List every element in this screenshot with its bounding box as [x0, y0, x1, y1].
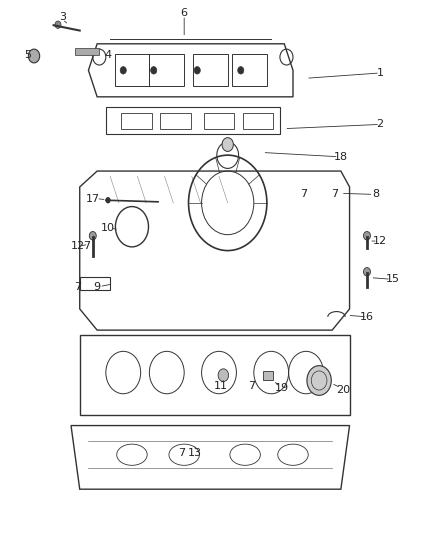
Text: 7: 7	[248, 381, 255, 391]
Circle shape	[218, 369, 229, 382]
Text: 19: 19	[275, 383, 289, 393]
Text: 1: 1	[377, 68, 384, 78]
Text: 17: 17	[86, 193, 100, 204]
Text: 11: 11	[214, 381, 228, 391]
Circle shape	[28, 49, 40, 63]
Text: 20: 20	[336, 384, 350, 394]
Text: 13: 13	[188, 448, 202, 458]
Text: 9: 9	[94, 281, 101, 292]
Text: 7: 7	[331, 189, 338, 199]
Circle shape	[89, 231, 96, 240]
Text: 7: 7	[178, 448, 186, 458]
Circle shape	[222, 138, 233, 151]
Circle shape	[307, 366, 331, 395]
Text: 10: 10	[101, 223, 115, 233]
Text: 5: 5	[24, 51, 31, 60]
Text: 18: 18	[334, 152, 348, 161]
Circle shape	[120, 67, 126, 74]
Bar	[262, 371, 273, 381]
Text: 8: 8	[372, 189, 379, 199]
Text: 6: 6	[181, 8, 187, 18]
Text: 3: 3	[59, 12, 66, 22]
Circle shape	[106, 197, 111, 204]
Circle shape	[238, 67, 244, 74]
Text: 16: 16	[360, 312, 374, 322]
Text: 7: 7	[83, 241, 90, 252]
Circle shape	[55, 21, 61, 28]
Text: 12: 12	[373, 236, 387, 246]
Text: 7: 7	[74, 281, 81, 292]
Circle shape	[151, 67, 157, 74]
Text: 15: 15	[386, 274, 400, 284]
Circle shape	[194, 67, 200, 74]
Circle shape	[364, 268, 371, 276]
Text: 2: 2	[377, 119, 384, 130]
Circle shape	[364, 231, 371, 240]
Text: 7: 7	[300, 189, 307, 199]
Text: 12: 12	[71, 241, 85, 252]
Bar	[75, 48, 99, 55]
Text: 4: 4	[104, 51, 112, 60]
